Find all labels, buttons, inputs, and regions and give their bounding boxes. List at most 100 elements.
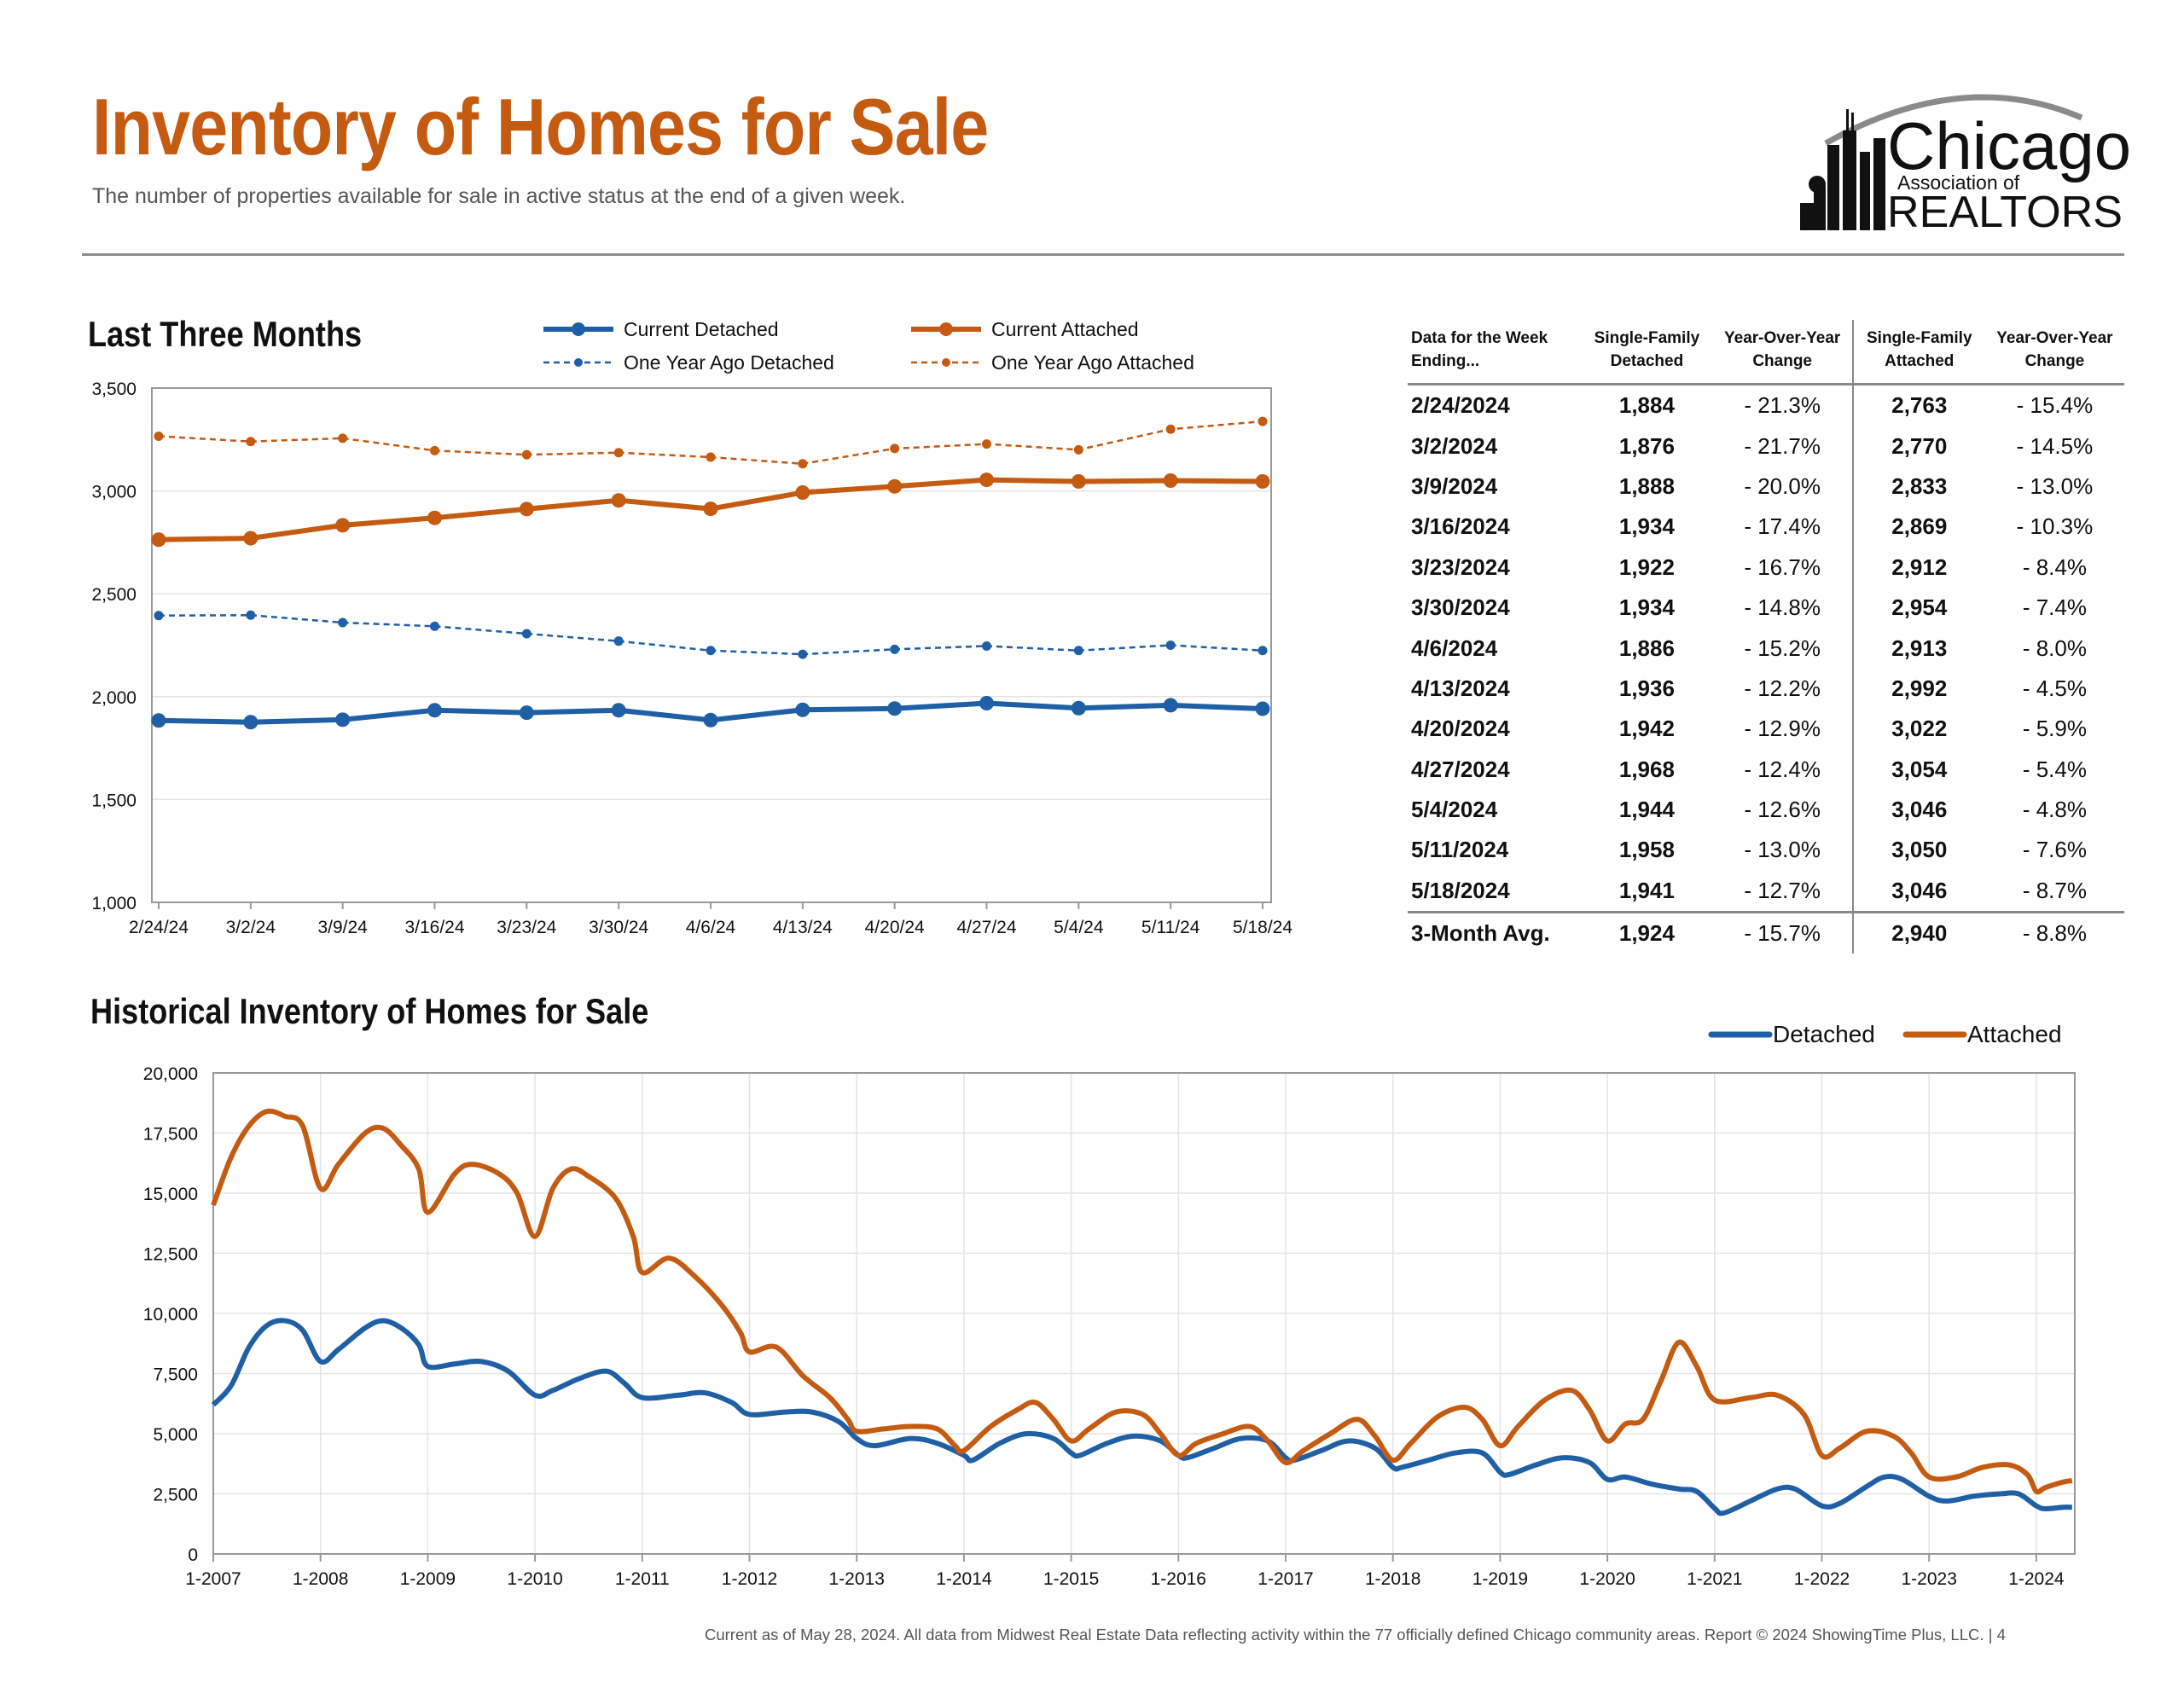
y-tick-label: 1,500 bbox=[91, 791, 136, 810]
table-cell-att: 2,913 bbox=[1851, 628, 1985, 669]
y-tick-label: 10,000 bbox=[143, 1305, 198, 1325]
data-point bbox=[154, 611, 164, 621]
data-point bbox=[1255, 474, 1270, 490]
table-cell-det-yoy: - 12.2% bbox=[1744, 675, 1821, 701]
logo-text-line2: Association of bbox=[1897, 171, 2020, 194]
table-cell-att: 2,992 bbox=[1851, 668, 1985, 710]
table-cell-det: 1,876 bbox=[1618, 432, 1675, 459]
header-yoy-detached: Year-Over-Year Change bbox=[1712, 320, 1853, 386]
data-point bbox=[338, 617, 348, 628]
table-cell-att: 3,046 bbox=[1851, 870, 1985, 913]
x-tick-label: 1-2011 bbox=[615, 1569, 670, 1589]
x-tick-label: 1-2013 bbox=[829, 1569, 885, 1589]
data-point bbox=[243, 530, 258, 546]
legend-label: Detached bbox=[1773, 1021, 1875, 1047]
y-tick-label: 5,000 bbox=[153, 1425, 198, 1445]
x-tick-label: 1-2007 bbox=[185, 1569, 241, 1589]
table-row: 3/2/2024 1,876 - 21.7% 2,770 - 14.5% bbox=[1408, 426, 2124, 467]
data-point bbox=[887, 701, 903, 716]
table-header-row: Data for the Week Ending... Single-Famil… bbox=[1408, 320, 2124, 386]
historical-line-chart: 0 2,500 5,000 7,500 10,000 12,500 15,000 17,500… bbox=[143, 1021, 2076, 1589]
data-point bbox=[151, 532, 166, 548]
legend-marker bbox=[574, 358, 583, 367]
plot-frame bbox=[212, 1072, 2076, 1555]
x-tick-label: 1-2008 bbox=[293, 1569, 348, 1589]
table-cell-att-yoy: - 8.7% bbox=[2022, 877, 2087, 903]
data-point bbox=[982, 439, 991, 449]
table-cell-att: 2,954 bbox=[1851, 587, 1985, 629]
table-cell-att: 3,046 bbox=[1851, 789, 1985, 831]
table-cell-det: 1,936 bbox=[1618, 675, 1675, 701]
table-row: 5/11/2024 1,958 - 13.0% 3,050 - 7.6% bbox=[1408, 830, 2124, 871]
data-point bbox=[703, 712, 718, 728]
x-tick-label: 4/27/24 bbox=[956, 918, 1016, 937]
data-point bbox=[887, 478, 903, 494]
x-tick-label: 1-2010 bbox=[507, 1569, 562, 1589]
x-tick-label: 2/24/24 bbox=[129, 918, 189, 937]
historical-chart-title: Historical Inventory of Homes for Sale bbox=[90, 991, 649, 1031]
table-cell-att: 2,940 bbox=[1851, 911, 1985, 954]
table-cell-det-yoy: - 17.4% bbox=[1744, 513, 1821, 540]
x-tick-label: 1-2016 bbox=[1151, 1569, 1206, 1589]
table-cell-att: 2,869 bbox=[1851, 507, 1985, 548]
recent-chart-title: Last Three Months bbox=[88, 314, 363, 354]
legend-marker bbox=[572, 322, 585, 336]
data-point bbox=[798, 649, 808, 659]
table-cell-det: 1,958 bbox=[1618, 837, 1675, 863]
x-tick-label: 3/2/24 bbox=[226, 918, 276, 937]
x-tick-label: 1-2018 bbox=[1365, 1569, 1420, 1589]
table-cell-att: 3,054 bbox=[1851, 749, 1985, 790]
table-avg-row: 3-Month Avg. 1,924- 15.7% 2,940- 8.8% bbox=[1408, 911, 2124, 954]
table-cell-week: 3/16/2024 bbox=[1411, 513, 1510, 540]
legend-label: Current Attached bbox=[991, 318, 1139, 340]
x-tick-label: 1-2020 bbox=[1579, 1569, 1635, 1589]
data-point bbox=[1258, 416, 1268, 426]
table-cell-week: 3/2/2024 bbox=[1411, 432, 1498, 459]
data-point bbox=[706, 646, 716, 656]
table-cell-att: 2,770 bbox=[1851, 426, 1985, 467]
recent-line-chart: 1,000 1,500 2,000 2,500 3,000 3,500 2/24/24 3/2… bbox=[91, 318, 1292, 937]
data-point bbox=[795, 485, 810, 501]
table-cell-det: 1,888 bbox=[1618, 472, 1675, 499]
data-point bbox=[338, 433, 348, 443]
table-cell-att: 2,763 bbox=[1851, 384, 1985, 426]
weekly-data-table: Data for the Week Ending... Single-Famil… bbox=[1408, 320, 2124, 954]
x-tick-label: 5/4/24 bbox=[1054, 918, 1104, 937]
table-cell-det: 1,924 bbox=[1581, 911, 1713, 954]
table-cell-det: 1,934 bbox=[1618, 513, 1675, 540]
data-point bbox=[613, 448, 624, 458]
legend-marker bbox=[939, 322, 953, 336]
table-cell-det-yoy: - 14.8% bbox=[1744, 594, 1821, 621]
data-point bbox=[890, 644, 900, 654]
y-tick-label: 0 bbox=[188, 1545, 198, 1565]
plot-frame bbox=[151, 387, 1272, 903]
table-row: 5/18/2024 1,941 - 12.7% 3,046 - 8.7% bbox=[1408, 870, 2124, 913]
legend-label: One Year Ago Attached bbox=[991, 351, 1194, 374]
data-point bbox=[1255, 701, 1270, 716]
table-row: 2/24/2024 1,884 - 21.3% 2,763 - 15.4% bbox=[1408, 384, 2124, 426]
x-tick-label: 5/18/24 bbox=[1233, 918, 1292, 937]
data-point bbox=[519, 501, 534, 517]
table-cell-week: 4/6/2024 bbox=[1411, 635, 1498, 661]
data-point bbox=[1163, 698, 1178, 713]
table-cell-det: 1,934 bbox=[1618, 594, 1675, 621]
x-tick-label: 3/30/24 bbox=[589, 918, 648, 937]
table-cell-det-yoy: - 12.6% bbox=[1744, 797, 1821, 823]
data-point bbox=[1071, 700, 1086, 716]
header-divider bbox=[82, 253, 2124, 256]
data-point bbox=[243, 715, 258, 730]
legend-item: One Year Ago Attached bbox=[911, 351, 1194, 374]
table-cell-week: 3/23/2024 bbox=[1411, 554, 1510, 580]
table-cell-det: 1,884 bbox=[1618, 392, 1675, 419]
table-cell-att-yoy: - 4.8% bbox=[2022, 797, 2087, 823]
table-row: 3/30/2024 1,934 - 14.8% 2,954 - 7.4% bbox=[1408, 587, 2124, 629]
table-cell-det-yoy: - 13.0% bbox=[1744, 837, 1821, 863]
series-line-attached bbox=[211, 1108, 2073, 1495]
logo-skyline-icon bbox=[1800, 109, 1885, 230]
data-point bbox=[703, 501, 718, 517]
data-point bbox=[1073, 646, 1083, 656]
table-cell-att: 3,050 bbox=[1851, 830, 1985, 871]
data-point bbox=[246, 437, 256, 447]
table-cell-att-yoy: - 4.5% bbox=[2022, 675, 2087, 701]
table-cell-det-yoy: - 15.2% bbox=[1744, 635, 1821, 661]
